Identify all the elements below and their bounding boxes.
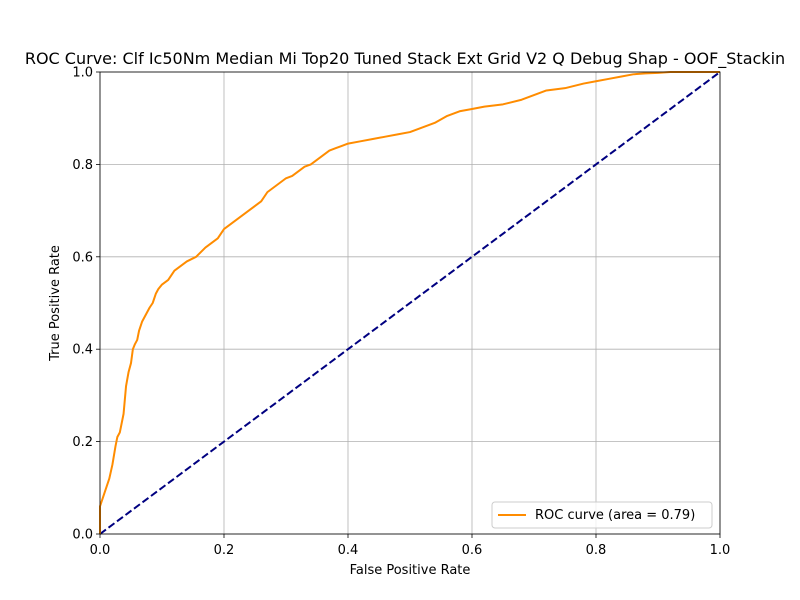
roc-curve-line (99, 71, 720, 534)
axis-ticks: 0.0 0.2 0.4 0.6 0.8 1.0 0.0 0.2 0.4 0.6 0.8 1.0 (72, 66, 730, 559)
y-tick-label: 0.0 (72, 528, 93, 543)
x-tick-label: 0.8 (586, 543, 607, 558)
x-tick-label: 0.2 (214, 543, 235, 558)
x-tick-label: 0.4 (338, 543, 359, 558)
plot-series (99, 71, 721, 535)
legend: ROC curve (area = 0.79) (491, 501, 713, 529)
y-tick-label: 0.6 (72, 250, 93, 265)
chart-title: ROC Curve: Clf Ic50Nm Median Mi Top20 Tu… (25, 49, 785, 69)
x-tick-label: 0.0 (90, 543, 111, 558)
legend-label: ROC curve (area = 0.79) (535, 508, 695, 523)
plot-frame (99, 71, 721, 535)
x-tick-label: 1.0 (710, 543, 731, 558)
y-tick-label: 0.2 (72, 435, 93, 450)
y-tick-label: 0.4 (72, 343, 93, 358)
y-tick-label: 0.8 (72, 158, 93, 173)
y-axis-label: True Positive Rate (48, 245, 63, 362)
chance-diagonal-line (99, 71, 721, 535)
legend-box (491, 501, 713, 529)
x-axis-label: False Positive Rate (350, 563, 471, 578)
y-tick-label: 1.0 (72, 66, 93, 81)
x-tick-label: 0.6 (462, 543, 483, 558)
